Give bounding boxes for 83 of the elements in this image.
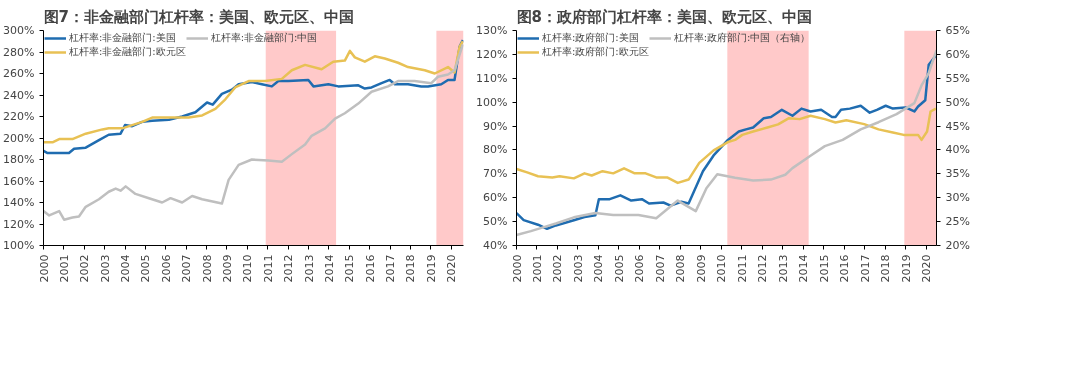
x-tick-label: 2013 (302, 254, 316, 283)
y-tick-label: 160% (3, 174, 35, 188)
y2-tick-label: 55% (945, 71, 970, 85)
x-tick-label: 2010 (241, 254, 255, 283)
x-tick-label: 2002 (551, 254, 565, 283)
y-tick-label: 90% (483, 119, 508, 133)
y-tick-label: 120% (476, 47, 508, 61)
x-tick-label: 2020 (920, 254, 934, 283)
y-tick-label: 140% (3, 196, 35, 209)
y-tick-label: 130% (476, 24, 508, 37)
y-tick-label: 60% (483, 191, 508, 205)
x-tick-label: 2012 (756, 254, 770, 283)
chart-title: 图7：非金融部门杠杆率：美国、欧元区、中国 (43, 7, 354, 26)
y2-tick-label: 65% (945, 24, 970, 37)
x-tick-label: 2008 (200, 254, 214, 283)
y-tick-label: 50% (483, 215, 508, 229)
y-tick-label: 220% (3, 110, 35, 123)
y-tick-label: 100% (3, 239, 35, 252)
x-tick-label: 2005 (139, 254, 153, 283)
x-tick-label: 2014 (797, 254, 811, 283)
y-tick-label: 70% (483, 167, 508, 181)
y-tick-label: 260% (3, 67, 35, 80)
x-tick-label: 2004 (592, 254, 606, 283)
y-tick-label: 200% (3, 131, 35, 145)
x-tick-label: 2009 (694, 254, 708, 283)
x-tick-label: 2019 (424, 254, 438, 283)
y-tick-label: 80% (483, 143, 508, 157)
line-series (43, 43, 464, 221)
x-tick-label: 2009 (221, 254, 234, 283)
y2-tick-label: 45% (945, 119, 970, 133)
x-tick-label: 2004 (119, 254, 133, 283)
legend-label: 杠杆率:政府部门:欧元区 (542, 45, 649, 59)
x-tick-label: 2019 (899, 254, 913, 283)
x-tick-label: 2011 (261, 254, 275, 283)
legend-label: 杠杆率:非金融部门:美国 (69, 31, 176, 45)
x-tick-label: 2017 (858, 254, 872, 283)
x-tick-label: 2003 (98, 254, 112, 283)
x-tick-label: 2005 (612, 254, 626, 283)
legend-label: 杠杆率:非金融部门:中国 (210, 31, 318, 45)
y-tick-label: 40% (483, 239, 508, 252)
x-tick-label: 2000 (510, 254, 524, 283)
y-tick-label: 180% (3, 153, 35, 166)
y-tick-label: 240% (3, 88, 35, 102)
x-tick-label: 2015 (343, 254, 357, 283)
line-series (516, 107, 937, 185)
x-tick-label: 2006 (633, 254, 647, 283)
x-tick-label: 2010 (715, 254, 729, 283)
x-tick-label: 2016 (838, 254, 852, 283)
y-tick-label: 100% (476, 95, 508, 109)
x-tick-label: 2018 (879, 254, 893, 283)
x-tick-label: 2017 (384, 254, 398, 283)
chart-title: 图8：政府部门杠杆率：美国、欧元区、中国 (516, 7, 812, 26)
x-tick-label: 2012 (282, 254, 296, 283)
x-tick-label: 2011 (735, 254, 749, 283)
y2-tick-label: 50% (945, 95, 970, 109)
y2-tick-label: 40% (945, 143, 970, 157)
x-tick-label: 2007 (653, 254, 667, 283)
x-tick-label: 2015 (817, 254, 831, 283)
y-tick-label: 110% (476, 71, 508, 85)
x-tick-label: 2008 (674, 254, 688, 283)
y-tick-label: 280% (3, 45, 35, 59)
x-tick-label: 2001 (57, 254, 71, 283)
x-tick-label: 2003 (571, 254, 585, 283)
y2-tick-label: 60% (945, 47, 970, 61)
y2-tick-label: 35% (945, 167, 970, 181)
x-tick-label: 2001 (530, 254, 544, 283)
legend-label: 杠杆率:非金融部门:欧元区 (69, 45, 186, 59)
x-tick-label: 2002 (78, 254, 92, 283)
x-tick-label: 2016 (363, 254, 377, 283)
x-tick-label: 2000 (37, 254, 51, 283)
y-tick-label: 120% (3, 217, 35, 231)
x-tick-label: 2020 (445, 254, 459, 283)
x-tick-label: 2018 (404, 254, 418, 283)
y2-tick-label: 25% (945, 215, 970, 229)
y-tick-label: 300% (3, 24, 35, 37)
y2-tick-label: 30% (945, 191, 970, 205)
x-tick-label: 2013 (776, 254, 790, 283)
x-tick-label: 2007 (180, 254, 194, 283)
legend-label: 杠杆率:政府部门:美国 (542, 31, 639, 45)
x-tick-label: 2014 (322, 254, 336, 283)
y2-tick-label: 20% (945, 239, 970, 252)
x-tick-label: 2006 (159, 254, 173, 283)
legend-label: 杠杆率:政府部门:中国（右轴） (673, 31, 811, 45)
